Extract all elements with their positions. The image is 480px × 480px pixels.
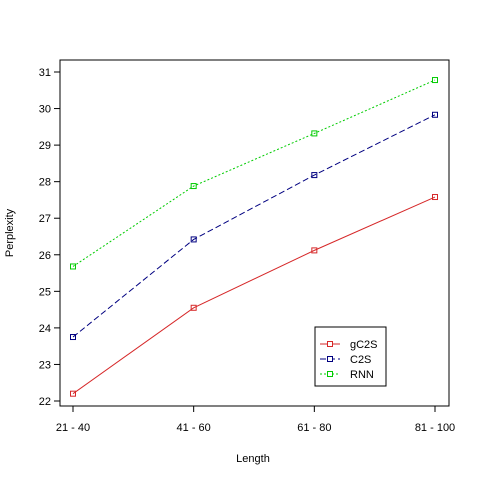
y-tick-label: 24 bbox=[39, 323, 51, 335]
x-tick-label: 81 - 100 bbox=[415, 422, 455, 434]
legend-items: gC2S C2S RNN bbox=[320, 339, 378, 381]
y-axis: 22 23 24 25 26 27 28 29 30 31 bbox=[39, 67, 60, 408]
legend-marker bbox=[327, 341, 333, 347]
x-axis: 21 - 40 41 - 60 61 - 80 81 - 100 bbox=[56, 406, 455, 434]
legend-item-c2s: C2S bbox=[320, 354, 371, 366]
series-gc2s bbox=[70, 194, 438, 397]
legend-item-gc2s: gC2S bbox=[320, 339, 378, 351]
y-tick-label: 23 bbox=[39, 359, 51, 371]
y-axis-title: Perplexity bbox=[4, 208, 16, 257]
data-point bbox=[70, 390, 76, 397]
y-tick-label: 30 bbox=[39, 104, 51, 116]
x-axis-title: Length bbox=[236, 453, 270, 465]
legend-label: RNN bbox=[350, 369, 374, 381]
data-point bbox=[190, 304, 197, 311]
y-tick-label: 31 bbox=[39, 67, 51, 79]
x-tick-label: 61 - 80 bbox=[297, 422, 331, 434]
series-line bbox=[72, 114, 436, 338]
series-line bbox=[72, 79, 436, 267]
legend-label: C2S bbox=[350, 354, 371, 366]
data-point bbox=[70, 334, 76, 341]
y-tick-label: 29 bbox=[39, 140, 51, 152]
data-point bbox=[311, 247, 318, 254]
legend-box bbox=[314, 326, 387, 387]
data-point bbox=[190, 183, 197, 190]
y-tick-label: 25 bbox=[39, 286, 51, 298]
legend-marker bbox=[327, 371, 333, 377]
x-tick-label: 21 - 40 bbox=[56, 422, 90, 434]
legend-label: gC2S bbox=[350, 339, 378, 351]
data-point bbox=[432, 77, 438, 84]
x-tick-label: 41 - 60 bbox=[177, 422, 211, 434]
series-c2s bbox=[70, 111, 438, 341]
legend: gC2S C2S RNN bbox=[314, 326, 387, 387]
y-tick-label: 28 bbox=[39, 177, 51, 189]
plot-frame bbox=[59, 59, 450, 407]
series-layer bbox=[70, 77, 438, 397]
data-point bbox=[190, 236, 197, 243]
data-point bbox=[311, 130, 318, 137]
y-tick-label: 22 bbox=[39, 396, 51, 408]
y-tick-label: 27 bbox=[39, 213, 51, 225]
data-point bbox=[432, 111, 438, 118]
legend-item-rnn: RNN bbox=[320, 369, 374, 381]
legend-marker bbox=[327, 356, 333, 362]
series-rnn bbox=[70, 77, 438, 270]
data-point bbox=[311, 172, 318, 179]
y-tick-label: 26 bbox=[39, 250, 51, 262]
series-line bbox=[72, 196, 436, 395]
data-point bbox=[70, 263, 76, 270]
data-point bbox=[432, 194, 438, 201]
